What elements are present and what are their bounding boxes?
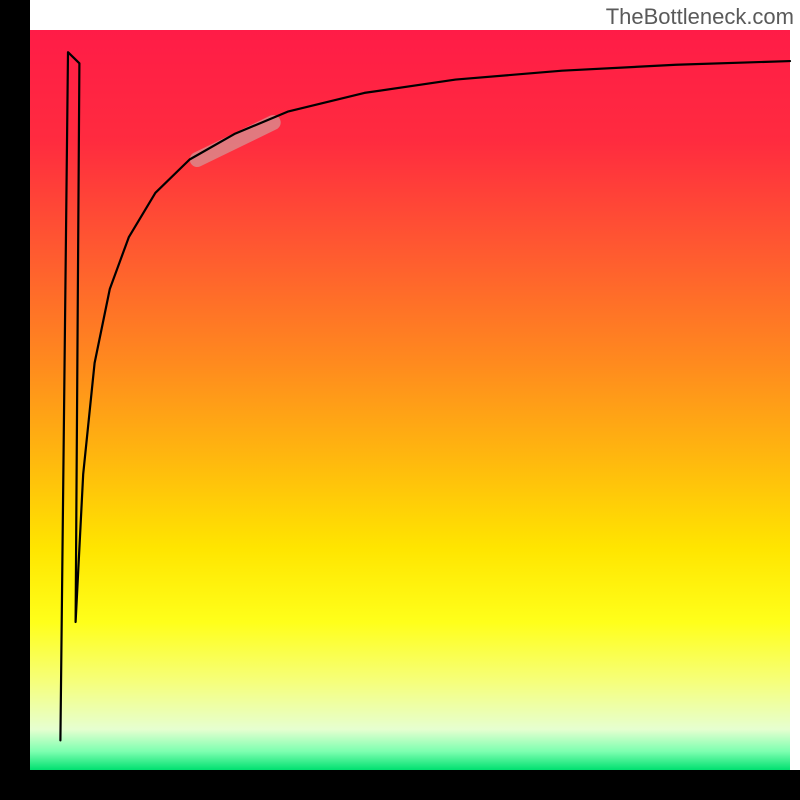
plot-background <box>30 30 790 770</box>
y-axis-border <box>0 0 30 800</box>
chart-canvas <box>0 0 800 800</box>
x-axis-border <box>0 770 800 800</box>
bottleneck-chart: TheBottleneck.com <box>0 0 800 800</box>
attribution-text: TheBottleneck.com <box>606 4 794 30</box>
